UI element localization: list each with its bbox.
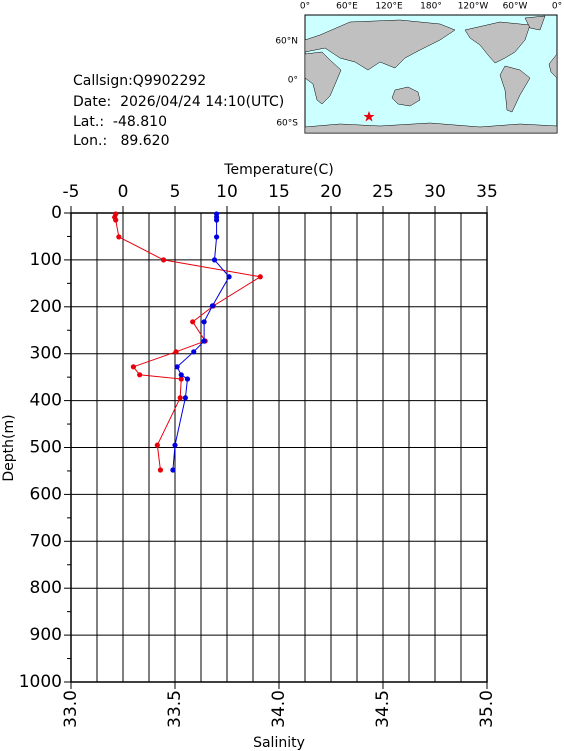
profile-point <box>160 257 167 263</box>
map-lon-label: 120°W <box>458 2 489 12</box>
profile-point <box>130 364 136 370</box>
profile-point <box>178 372 184 378</box>
map-lon-label: 60°E <box>336 2 358 12</box>
x2-tick-label: 35.0 <box>477 690 497 728</box>
x-tick-label: 15 <box>268 182 290 202</box>
x-tick-label: 5 <box>170 182 181 202</box>
x2-tick-label: 34.5 <box>373 690 393 728</box>
x-tick-label: 20 <box>320 182 342 202</box>
x-tick-label: 35 <box>476 182 498 202</box>
profile-point <box>172 442 178 448</box>
map-lat-label: 60°S <box>276 119 298 129</box>
map-lon-label: 60°W <box>503 2 528 12</box>
profile-point <box>184 376 191 382</box>
profile-point <box>137 372 143 378</box>
profile-point <box>182 395 188 401</box>
continents <box>304 15 558 134</box>
x2-axis-title: Salinity <box>253 735 305 751</box>
profile-point <box>113 217 119 223</box>
x-tick-label: 0 <box>118 182 129 202</box>
y-tick-label: 400 <box>30 391 62 411</box>
profile-point <box>157 467 164 473</box>
y-tick-label: 700 <box>30 531 62 551</box>
y-tick-label: 100 <box>30 250 62 270</box>
profile-point <box>177 395 183 401</box>
y-tick-label: 900 <box>30 625 62 645</box>
x-axis-title: Temperature(C) <box>223 162 333 178</box>
x2-tick-label: 33.5 <box>165 690 185 728</box>
y-axis-title: Depth(m) <box>1 414 17 481</box>
map-lon-label: 0° <box>552 2 562 12</box>
map-lon-label: 0° <box>300 2 310 12</box>
profile-point <box>257 274 263 280</box>
x-tick-label: 30 <box>424 182 446 202</box>
y-tick-label: 300 <box>30 344 62 364</box>
profile-line <box>172 213 230 471</box>
map-lat-label: 0° <box>288 76 298 86</box>
profile-point <box>214 217 220 223</box>
y-tick-label: 0 <box>51 203 62 223</box>
map-lat-label: 60°N <box>275 37 298 47</box>
profile-point <box>116 234 122 240</box>
float-position <box>363 111 375 122</box>
profile-point <box>190 319 196 325</box>
x2-tick-label: 33.0 <box>61 690 81 728</box>
profile-point <box>170 467 176 473</box>
profile-point <box>211 257 218 263</box>
x-tick-label: 25 <box>372 182 394 202</box>
profile-line <box>114 213 262 471</box>
profile-point <box>173 349 179 355</box>
x-tick-label: -5 <box>63 182 80 202</box>
profile-point <box>191 349 197 355</box>
profile-point <box>154 442 160 448</box>
profile-point <box>226 274 232 280</box>
y-tick-label: 200 <box>30 297 62 317</box>
map-lon-label: 120°E <box>375 2 403 12</box>
latitude: Lat.: -48.810 <box>73 114 167 130</box>
map-lon-label: 180° <box>420 2 442 12</box>
x-tick-label: 10 <box>216 182 238 202</box>
longitude: Lon.: 89.620 <box>73 133 170 149</box>
profile-point <box>174 364 180 370</box>
profile-point <box>201 319 207 325</box>
profile-point <box>214 234 220 240</box>
y-tick-label: 1000 <box>19 672 62 692</box>
map <box>304 14 558 134</box>
profile-point <box>209 303 216 309</box>
y-tick-label: 800 <box>30 578 62 598</box>
profile-point <box>178 376 184 382</box>
profile-point <box>201 338 207 344</box>
y-tick-label: 600 <box>30 484 62 504</box>
y-tick-label: 500 <box>30 438 62 458</box>
callsign: Callsign:Q9902292 <box>73 73 206 89</box>
x2-tick-label: 34.0 <box>269 690 289 728</box>
date: Date: 2026/04/24 14:10(UTC) <box>73 94 284 110</box>
